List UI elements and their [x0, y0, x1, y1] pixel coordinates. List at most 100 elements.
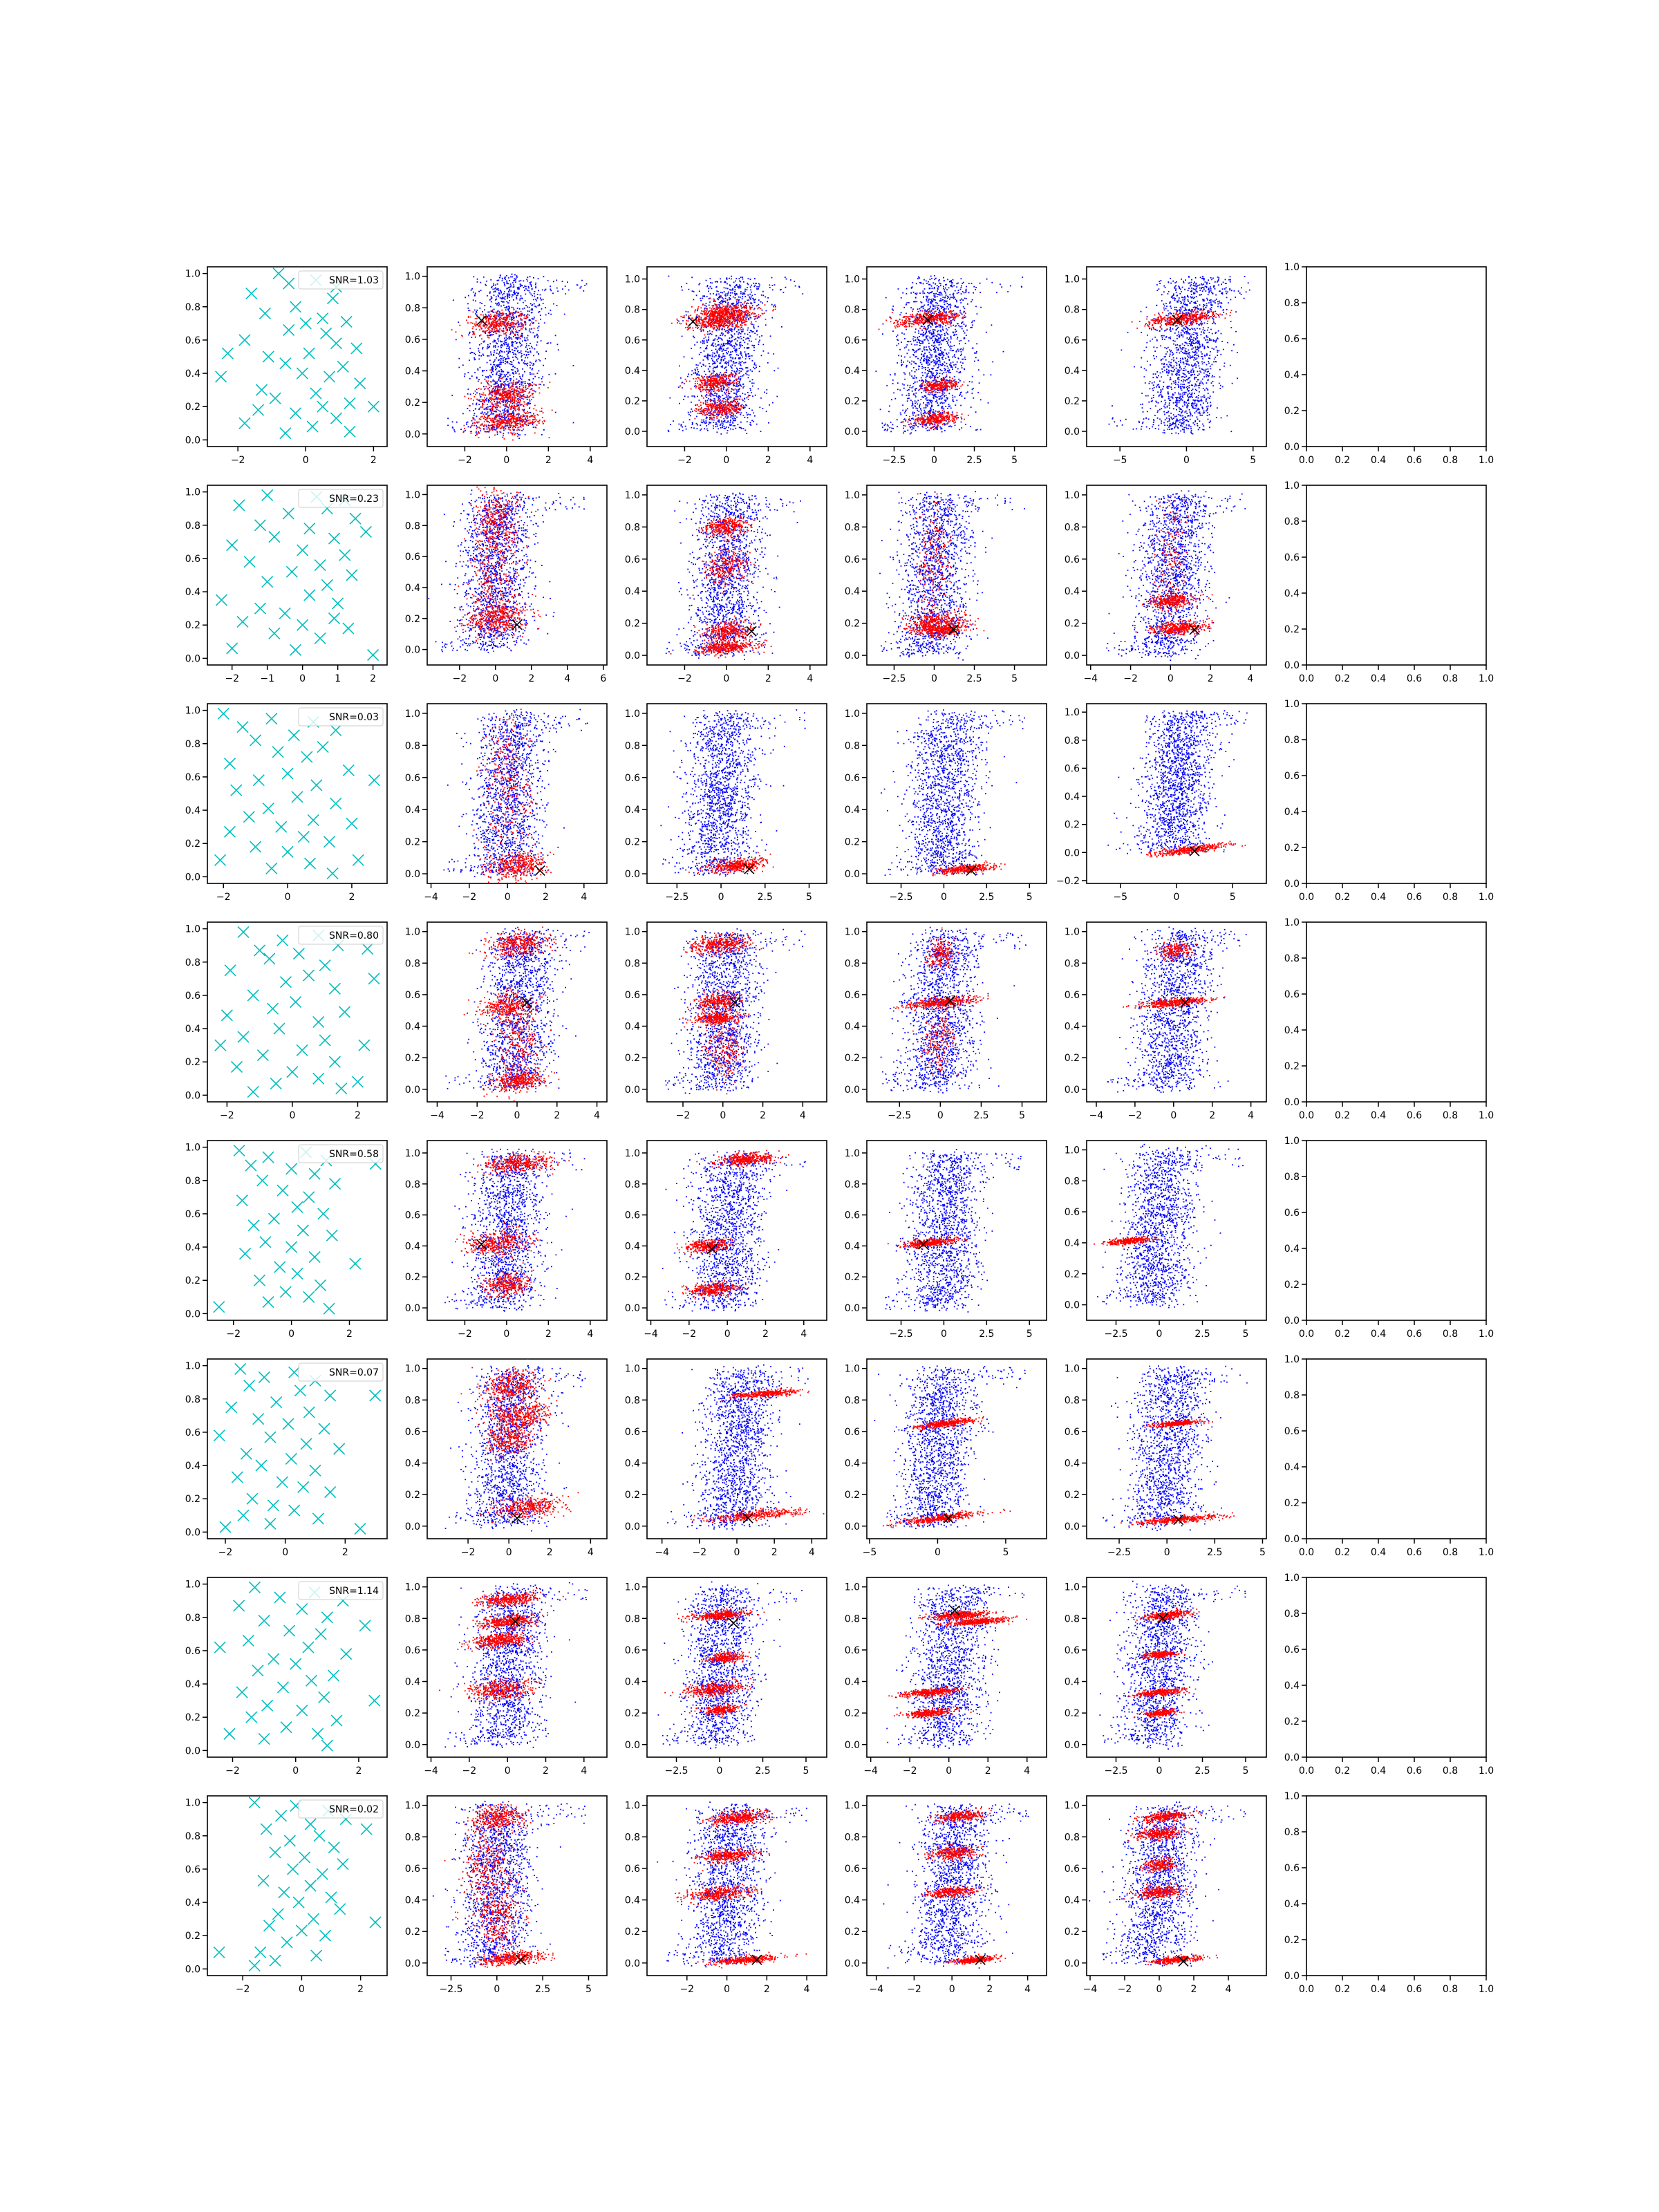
true-point-marker [214, 854, 227, 866]
estimate-marker [943, 1512, 954, 1524]
x-tick-label: 4 [581, 1765, 587, 1777]
true-point-marker [334, 1903, 346, 1915]
scatter-panel: −5 0 5 −0.2 0.0 0.2 0.4 0.6 0.8 1.0 [1056, 703, 1267, 903]
true-point-marker [278, 1886, 290, 1899]
y-tick-label: 0.8 [845, 1832, 860, 1843]
x-tick-label: 0 [724, 1984, 730, 1995]
y-tick-label: 1.0 [625, 1582, 640, 1593]
true-point-marker [255, 1459, 268, 1472]
x-tick-label: 4 [800, 1110, 806, 1121]
x-tick-label: 0.8 [1443, 455, 1458, 466]
true-point-marker [304, 857, 317, 870]
scatter-panel: −4 −2 0 2 4 0.0 0.2 0.4 0.6 0.8 1.0 [1065, 921, 1267, 1121]
blue-sample-points [875, 274, 1024, 435]
axes-frame [1306, 1140, 1487, 1321]
true-point-marker [283, 324, 295, 337]
y-tick-label: 0.0 [185, 1309, 200, 1320]
y-tick-label: 1.0 [1065, 1582, 1080, 1593]
y-tick-label: 0.8 [1284, 1609, 1300, 1620]
y-tick-label: 0.4 [1065, 1238, 1080, 1249]
x-tick-label: 0.8 [1443, 1110, 1458, 1121]
red-posterior-points [921, 1808, 1006, 1965]
x-tick-label: −4 [424, 892, 438, 903]
y-tick-label: 1.0 [1065, 707, 1080, 718]
y-tick-label: 1.0 [405, 927, 420, 938]
y-tick-label: 0.6 [185, 772, 200, 783]
axes-frame [207, 1795, 388, 1976]
x-tick-label: 0 [931, 455, 937, 466]
true-point-marker [351, 1076, 364, 1088]
scatter-panel: −5 0 5 0.0 0.2 0.4 0.6 0.8 1.0 [1065, 266, 1267, 466]
y-tick-label: 0.8 [845, 522, 860, 533]
true-point-marker [272, 1908, 284, 1920]
x-tick-label: 5 [1019, 1110, 1025, 1121]
axes-frame [646, 485, 827, 666]
true-point-marker [243, 811, 255, 823]
y-tick-label: 0.2 [1065, 1269, 1080, 1280]
true-point-marker [308, 1250, 321, 1264]
y-tick-label: 0.4 [185, 1461, 200, 1472]
x-tick-label: 0.2 [1335, 1110, 1350, 1121]
snr-label: SNR=0.58 [329, 1149, 379, 1160]
x-tick-label: 5 [1011, 673, 1018, 684]
y-tick-label: 0.4 [405, 1677, 420, 1688]
x-tick-label: 4 [594, 1110, 600, 1121]
y-tick-label: 1.0 [625, 1364, 640, 1375]
y-tick-label: 0.2 [625, 396, 640, 407]
y-tick-label: 1.0 [1284, 480, 1300, 491]
axes-frame [207, 1358, 388, 1539]
red-posterior-points [451, 309, 553, 441]
x-tick-label: 2.5 [1194, 1765, 1210, 1777]
x-tick-label: −2 [218, 1547, 233, 1558]
x-tick-label: −2 [458, 1329, 472, 1340]
true-point-marker [321, 1739, 333, 1752]
y-tick-label: 0.8 [845, 740, 860, 751]
x-tick-label: 0.4 [1371, 1984, 1386, 1995]
x-tick-label: 0.4 [1371, 1329, 1386, 1340]
y-tick-label: 1.0 [405, 1364, 420, 1375]
blue-sample-points [1107, 710, 1248, 856]
axes-frame [1086, 1140, 1267, 1321]
x-tick-label: 4 [587, 1329, 593, 1340]
x-tick-label: 4 [809, 1547, 815, 1558]
true-point-marker [283, 1624, 296, 1637]
estimate-marker [966, 865, 977, 876]
true-point-marker [317, 741, 329, 753]
y-tick-label: 0.0 [185, 872, 200, 883]
true-point-marker [265, 713, 278, 725]
x-tick-label: 2 [545, 455, 552, 466]
true-point-marker [254, 519, 267, 532]
true-point-marker [312, 1727, 324, 1740]
x-tick-label: 0.8 [1443, 892, 1458, 903]
y-tick-label: 0.2 [405, 1272, 420, 1283]
x-tick-label: 0 [723, 673, 729, 684]
empty-panel: 0.0 0.2 0.4 0.6 0.8 1.0 0.0 0.2 0.4 0.6 0.8 1.0 [1284, 1354, 1494, 1558]
y-tick-label: 0.0 [1284, 879, 1300, 890]
true-point-marker [342, 622, 355, 635]
blue-sample-points [883, 1803, 1029, 1969]
true-point-marker [286, 1066, 299, 1078]
x-tick-label: 0 [282, 1547, 288, 1558]
y-tick-label: 0.8 [185, 1831, 200, 1842]
true-point-marker [262, 350, 274, 363]
scatter-panel: −4 −2 0 2 4 0.0 0.2 0.4 0.6 0.8 1.0 [625, 1140, 827, 1340]
y-tick-label: 0.2 [405, 614, 420, 625]
x-tick-label: 1.0 [1479, 1984, 1494, 1995]
y-tick-label: 0.8 [185, 957, 200, 968]
true-point-marker [252, 404, 265, 416]
x-tick-label: 0 [1183, 455, 1190, 466]
estimate-marker [744, 863, 755, 874]
y-tick-label: 0.0 [845, 650, 860, 662]
y-tick-label: 0.0 [405, 1958, 420, 1969]
true-point-marker [360, 1823, 373, 1835]
y-tick-label: 0.2 [845, 1272, 860, 1283]
y-tick-label: 0.4 [405, 1022, 420, 1033]
y-tick-label: 0.2 [405, 837, 420, 848]
true-point-marker [303, 1191, 315, 1203]
true-point-marker [263, 1920, 276, 1932]
scatter-panel: −4 −2 0 2 4 0.0 0.2 0.4 0.6 0.8 1.0 [405, 921, 608, 1121]
y-tick-label: 0.0 [405, 1085, 420, 1096]
axes-frame [1306, 1358, 1487, 1539]
true-point-marker [285, 1452, 297, 1465]
true-point-marker [247, 1219, 260, 1232]
